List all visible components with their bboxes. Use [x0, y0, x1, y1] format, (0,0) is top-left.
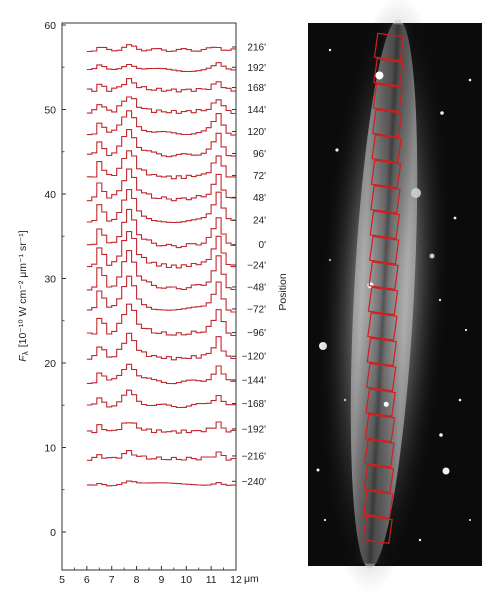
position-label-3: 144' — [247, 105, 266, 116]
y-axis-title: Fλ [10⁻¹⁰ W cm⁻² μm⁻¹ sr⁻¹] — [17, 230, 30, 362]
y-axis-units: [10⁻¹⁰ W cm⁻² μm⁻¹ sr⁻¹] — [17, 230, 29, 347]
position-label-5: 96' — [253, 149, 266, 160]
position-label-4: 120' — [247, 127, 266, 138]
spectrum-line-8 — [86, 189, 236, 224]
spectrum-line-10 — [86, 231, 236, 269]
position-label-11: −48' — [247, 282, 266, 293]
aperture-box-10 — [367, 286, 399, 316]
aperture-boxes — [362, 32, 405, 544]
position-labels: 216' 192' 168' 144' 120' 96' 72' 48' 24' 0' −24' −4… — [232, 42, 267, 488]
position-label-10: −24' — [247, 260, 266, 271]
spectra-chart: 5 6 7 8 9 10 11 12 0 10 20 30 40 50 60 216' 192' 168' 14… — [17, 20, 289, 586]
galaxy-disk — [318, 0, 450, 594]
position-label-14: −120' — [242, 352, 267, 363]
position-label-17: −192' — [242, 424, 267, 435]
y-tick-label-5: 50 — [44, 105, 56, 117]
x-tick-label-7: 12 — [230, 574, 242, 586]
x-tick-label-2: 7 — [109, 574, 115, 586]
aperture-box-12 — [366, 337, 398, 367]
position-label-9: 0' — [259, 240, 267, 251]
spectrum-line-2 — [86, 78, 236, 93]
x-tick-label-0: 5 — [59, 574, 65, 586]
aperture-box-14 — [365, 388, 396, 417]
aperture-box-11 — [367, 312, 398, 341]
aperture-box-6 — [370, 185, 401, 214]
spectrum-line-16 — [86, 389, 236, 409]
y-axis-var: F — [17, 355, 29, 362]
aperture-box-15 — [364, 413, 396, 443]
spectrum-line-18 — [86, 450, 236, 461]
spectrum-line-19 — [86, 480, 236, 487]
y-tick-label-4: 40 — [44, 189, 56, 201]
aperture-box-9 — [368, 261, 399, 290]
x-tick-label-4: 9 — [159, 574, 165, 586]
y-axis-ticks: 0 10 20 30 40 50 60 — [44, 20, 66, 539]
x-tick-label-3: 8 — [134, 574, 140, 586]
position-axis-title: Position — [277, 273, 289, 311]
spectrum-line-9 — [86, 208, 236, 249]
y-tick-label-0: 0 — [50, 527, 56, 539]
position-label-18: −216' — [242, 451, 267, 462]
aperture-box-1 — [373, 58, 404, 87]
position-label-8: 24' — [253, 216, 266, 227]
position-label-6: 72' — [253, 171, 266, 182]
aperture-box-5 — [370, 159, 402, 189]
spectrum-line-14 — [86, 332, 236, 361]
x-tick-label-5: 10 — [180, 574, 192, 586]
position-label-13: −96' — [247, 328, 266, 339]
x-axis-ticks: 5 6 7 8 9 10 11 12 — [59, 566, 242, 586]
spectrum-line-1 — [86, 62, 236, 73]
y-tick-label-6: 60 — [44, 20, 56, 32]
aperture-box-8 — [368, 235, 400, 265]
aperture-box-18 — [362, 489, 394, 519]
spectrum-line-7 — [86, 168, 236, 202]
aperture-box-16 — [364, 439, 395, 468]
y-tick-label-3: 30 — [44, 274, 56, 286]
position-label-16: −168' — [242, 399, 267, 410]
aperture-box-0 — [373, 32, 405, 62]
aperture-box-17 — [363, 464, 395, 494]
x-tick-label-6: 11 — [206, 574, 217, 586]
position-label-15: −144' — [242, 375, 267, 386]
plot-frame — [61, 22, 237, 571]
position-label-0: 216' — [247, 42, 266, 53]
position-label-7: 48' — [253, 193, 266, 204]
spectrum-line-12 — [86, 275, 236, 313]
spectrum-line-4 — [86, 110, 236, 136]
spectrum-line-3 — [86, 96, 236, 115]
galaxy-image-panel — [308, 0, 482, 594]
spectrum-line-6 — [86, 150, 236, 180]
aperture-box-19 — [362, 515, 393, 544]
aperture-box-4 — [371, 134, 402, 163]
position-label-19: −240' — [242, 477, 267, 488]
y-tick-label-2: 20 — [44, 358, 56, 370]
y-axis-var-sub: λ — [21, 351, 30, 355]
spectrum-line-0 — [86, 44, 236, 53]
position-label-12: −72' — [247, 304, 266, 315]
spectrum-line-15 — [86, 363, 236, 385]
aperture-box-7 — [369, 210, 401, 240]
aperture-box-13 — [365, 362, 397, 392]
spectrum-line-5 — [86, 129, 236, 158]
spectra-series — [86, 44, 236, 487]
spectrum-line-11 — [86, 250, 236, 291]
spectrum-line-13 — [86, 303, 236, 337]
position-label-2: 168' — [247, 83, 266, 94]
spectrum-line-17 — [86, 421, 236, 434]
x-unit-label: μm — [244, 573, 259, 585]
aperture-box-2 — [372, 83, 404, 113]
x-tick-label-1: 6 — [84, 574, 90, 586]
aperture-box-3 — [371, 108, 403, 138]
y-tick-label-1: 10 — [44, 443, 56, 455]
position-label-1: 192' — [247, 63, 266, 74]
